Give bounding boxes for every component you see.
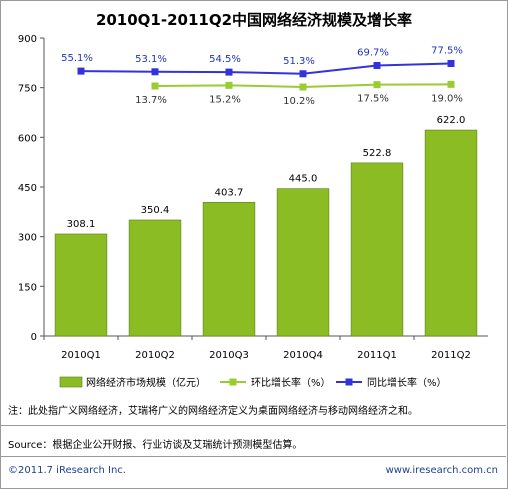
bar [350, 162, 404, 337]
line-value-label: 13.7% [135, 95, 167, 106]
legend-label: 同比增长率（%） [367, 376, 447, 389]
bar [128, 219, 182, 337]
y-tick-label: 750 [18, 84, 37, 95]
legend-swatch [229, 378, 237, 386]
divider [0, 456, 506, 457]
bar-series [54, 129, 478, 337]
line-value-label: 69.7% [357, 47, 389, 58]
bar-value-label: 403.7 [215, 187, 244, 198]
data-labels: 308.1 350.4 403.7 445.0 522.8 622.0 13.7% 15.2%… [61, 45, 465, 229]
line-value-label: 53.1% [135, 54, 167, 65]
series-marker [225, 68, 233, 76]
x-tick-label: 2011Q2 [431, 350, 471, 361]
y-tick-label: 900 [18, 34, 37, 45]
line-series [77, 59, 455, 91]
series-marker [373, 61, 381, 69]
bar [424, 129, 478, 337]
y-tick-label: 450 [18, 183, 37, 194]
legend-swatch [59, 376, 83, 388]
bar [276, 188, 330, 337]
legend: 网络经济市场规模（亿元） 环比增长率（%） 同比增长率（%） [59, 376, 447, 389]
line-value-label: 15.2% [209, 94, 241, 105]
x-tick-label: 2010Q1 [61, 350, 101, 361]
series-marker [151, 68, 159, 76]
website-link[interactable]: www.iresearch.com.cn [385, 465, 498, 476]
bar-value-label: 308.1 [67, 219, 96, 230]
note-text: 注：此处指广义网络经济，艾瑞将广义的网络经济定义为桌面网络经济与移动网络经济之和… [8, 406, 418, 417]
line-value-label: 10.2% [283, 96, 315, 107]
chart-title: 2010Q1-2011Q2中国网络经济规模及增长率 [96, 11, 412, 29]
line-value-label: 51.3% [283, 56, 315, 67]
legend-swatch [345, 378, 353, 386]
copyright-text: ©2011.7 iResearch Inc. [8, 465, 126, 476]
series-marker [373, 81, 381, 89]
bar [202, 202, 256, 337]
chart-canvas: 2010Q1-2011Q2中国网络经济规模及增长率 0 150 300 450 600 7… [18, 11, 488, 389]
line-value-label: 55.1% [61, 53, 93, 64]
series-line [80, 62, 452, 75]
axes: 0 150 300 450 600 750 900 2010Q1 2010Q2 2010Q3 201… [18, 34, 488, 361]
bar-value-label: 622.0 [437, 115, 466, 126]
series-marker [447, 59, 455, 67]
legend-label: 环比增长率（%） [251, 376, 331, 389]
line-value-label: 77.5% [431, 45, 463, 56]
series-marker [447, 80, 455, 88]
x-tick-label: 2010Q3 [209, 350, 249, 361]
series-marker [225, 81, 233, 89]
x-tick-label: 2010Q4 [283, 350, 323, 361]
source-text: Source：根据企业公开财报、行业访谈及艾瑞统计预测模型估算。 [8, 440, 303, 451]
line-value-label: 54.5% [209, 54, 241, 65]
series-marker [299, 83, 307, 91]
y-tick-label: 150 [18, 282, 37, 293]
legend-label: 网络经济市场规模（亿元） [86, 376, 206, 389]
line-value-label: 17.5% [357, 94, 389, 105]
series-marker [151, 82, 159, 90]
divider [0, 425, 506, 426]
bar-value-label: 445.0 [289, 174, 318, 185]
x-tick-label: 2011Q1 [357, 350, 397, 361]
y-tick-label: 0 [31, 332, 37, 343]
x-tick-label: 2010Q2 [135, 350, 175, 361]
bar-value-label: 522.8 [363, 148, 392, 159]
bar [54, 233, 108, 337]
bar-value-label: 350.4 [141, 205, 170, 216]
y-tick-label: 300 [18, 233, 37, 244]
y-tick-label: 600 [18, 133, 37, 144]
line-value-label: 19.0% [431, 93, 463, 104]
series-marker [77, 67, 85, 75]
series-marker [299, 70, 307, 78]
